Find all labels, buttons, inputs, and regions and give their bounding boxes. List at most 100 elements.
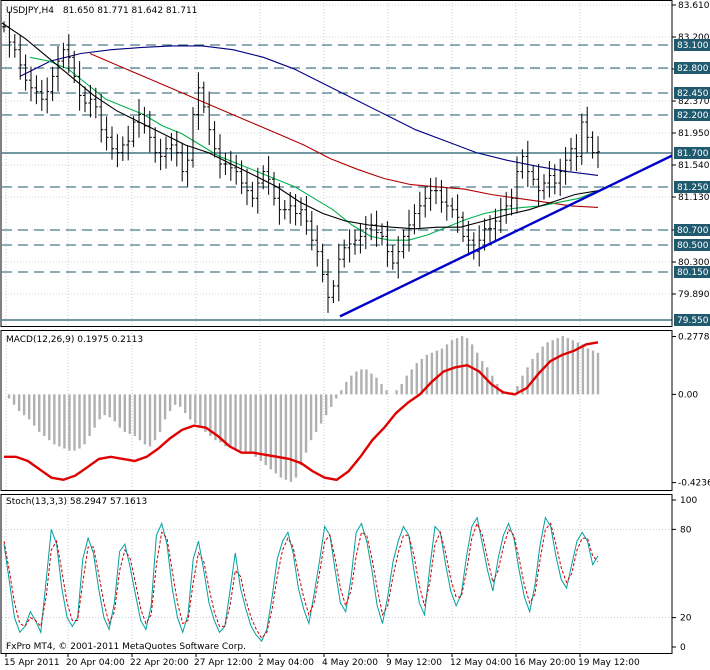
level-label-text: 83.100 [677,41,709,51]
level-label-box [674,147,710,159]
price-bar [77,61,82,111]
price-bar [299,197,303,226]
macd-signal-line [4,341,599,482]
price-bar [320,243,325,283]
price-bar [417,191,422,228]
price-bar [12,34,17,58]
price-bar [596,136,600,169]
macd-tick-label: -0.4236 [678,479,710,489]
price-bar [158,138,163,171]
price-bar [234,154,239,185]
price-bar [331,280,336,304]
price-bar [56,45,60,92]
chart-title: USDJPY,H4 81.650 81.771 81.642 81.711 [6,6,197,16]
price-bar [266,156,271,195]
price-bar [390,244,395,270]
price-bar [374,210,379,247]
price-bar [455,194,460,233]
level-label-text: 82.800 [677,64,709,74]
level-label-text: 80.500 [677,241,709,251]
price-bar [196,72,201,131]
price-bar [174,131,179,167]
price-bar [39,79,44,111]
level-label: 82.800 [674,62,710,74]
price-bar [552,164,557,195]
price-bar [180,142,185,182]
panel-frame [0,330,673,491]
copyright-text: FxPro MT4, © 2001-2011 MetaQuotes Softwa… [6,642,246,652]
price-bar [358,223,363,254]
grid-layer [2,0,672,653]
level-label-text: 79.550 [677,316,709,326]
price-bar [450,197,455,218]
price-bar [520,149,525,179]
stoch-tick-label: 100 [680,496,697,506]
stochastic-panel [2,516,672,643]
price-tick-label: 83.610 [678,1,710,11]
panel-frame [0,0,673,327]
price-bar [45,77,50,114]
price-bar [169,132,174,161]
price-bar [250,181,255,208]
price-bar [515,156,519,214]
price-tick-label: 82.370 [678,97,710,107]
price-bar [342,239,347,268]
price-bar [99,94,104,143]
level-label-box [674,62,710,74]
level-label-text: 80.150 [677,268,709,278]
price-axis: 83.61083.20082.79082.37081.95081.54081.1… [672,1,710,653]
price-bar [542,174,546,200]
price-bar [380,223,384,246]
price-bar [272,171,276,206]
price-bar [223,152,228,176]
price-tick-label: 81.540 [678,161,710,171]
price-bar [477,225,482,267]
price-bar [131,116,136,148]
price-bar [488,215,492,243]
price-bar [396,236,401,279]
price-bar [2,21,6,33]
price-bar [104,116,109,151]
price-bar [385,221,390,267]
time-tick-label: 27 Apr 12:00 [194,658,253,668]
price-bar [401,229,406,259]
macd-panel [4,336,600,482]
price-bar [207,91,212,146]
macd-tick-label: 0.00 [678,390,698,400]
level-label-box [674,39,710,51]
time-axis: 15 Apr 2011 20 Apr 04:00 22 Apr 20:00 27 Ap… [4,653,640,668]
price-bar [110,126,114,160]
level-label-box [674,181,710,193]
horizontal-levels [2,44,672,321]
price-bar [304,196,309,235]
price-bar [547,161,552,198]
price-bar [147,110,152,153]
ma-long-line [19,45,599,176]
price-bar [293,193,298,226]
price-bar [255,167,260,214]
price-bar [88,84,93,118]
price-tick-label: 83.200 [678,33,710,43]
level-label: 80.500 [674,239,710,251]
price-bar [18,34,23,80]
price-bar [34,75,39,105]
price-tick-label: 81.950 [678,129,710,139]
price-bar [218,134,222,179]
level-label: 80.150 [674,266,710,278]
level-label-box [674,239,710,251]
price-bar [439,180,444,213]
price-bar [23,54,28,91]
price-bar [412,204,417,235]
price-bar [239,160,244,195]
price-bar [228,150,233,181]
price-tick-label: 81.130 [678,193,710,203]
price-bar [509,188,514,216]
price-bar [363,216,368,250]
price-bar [126,125,131,161]
macd-title: MACD(12,26,9) 0.1975 0.2113 [6,335,143,345]
price-tick-label: 79.890 [678,290,710,300]
time-tick-label: 16 May 20:00 [514,658,576,668]
macd-tick-label: 0.2778 [678,333,710,343]
price-bar [558,158,563,196]
